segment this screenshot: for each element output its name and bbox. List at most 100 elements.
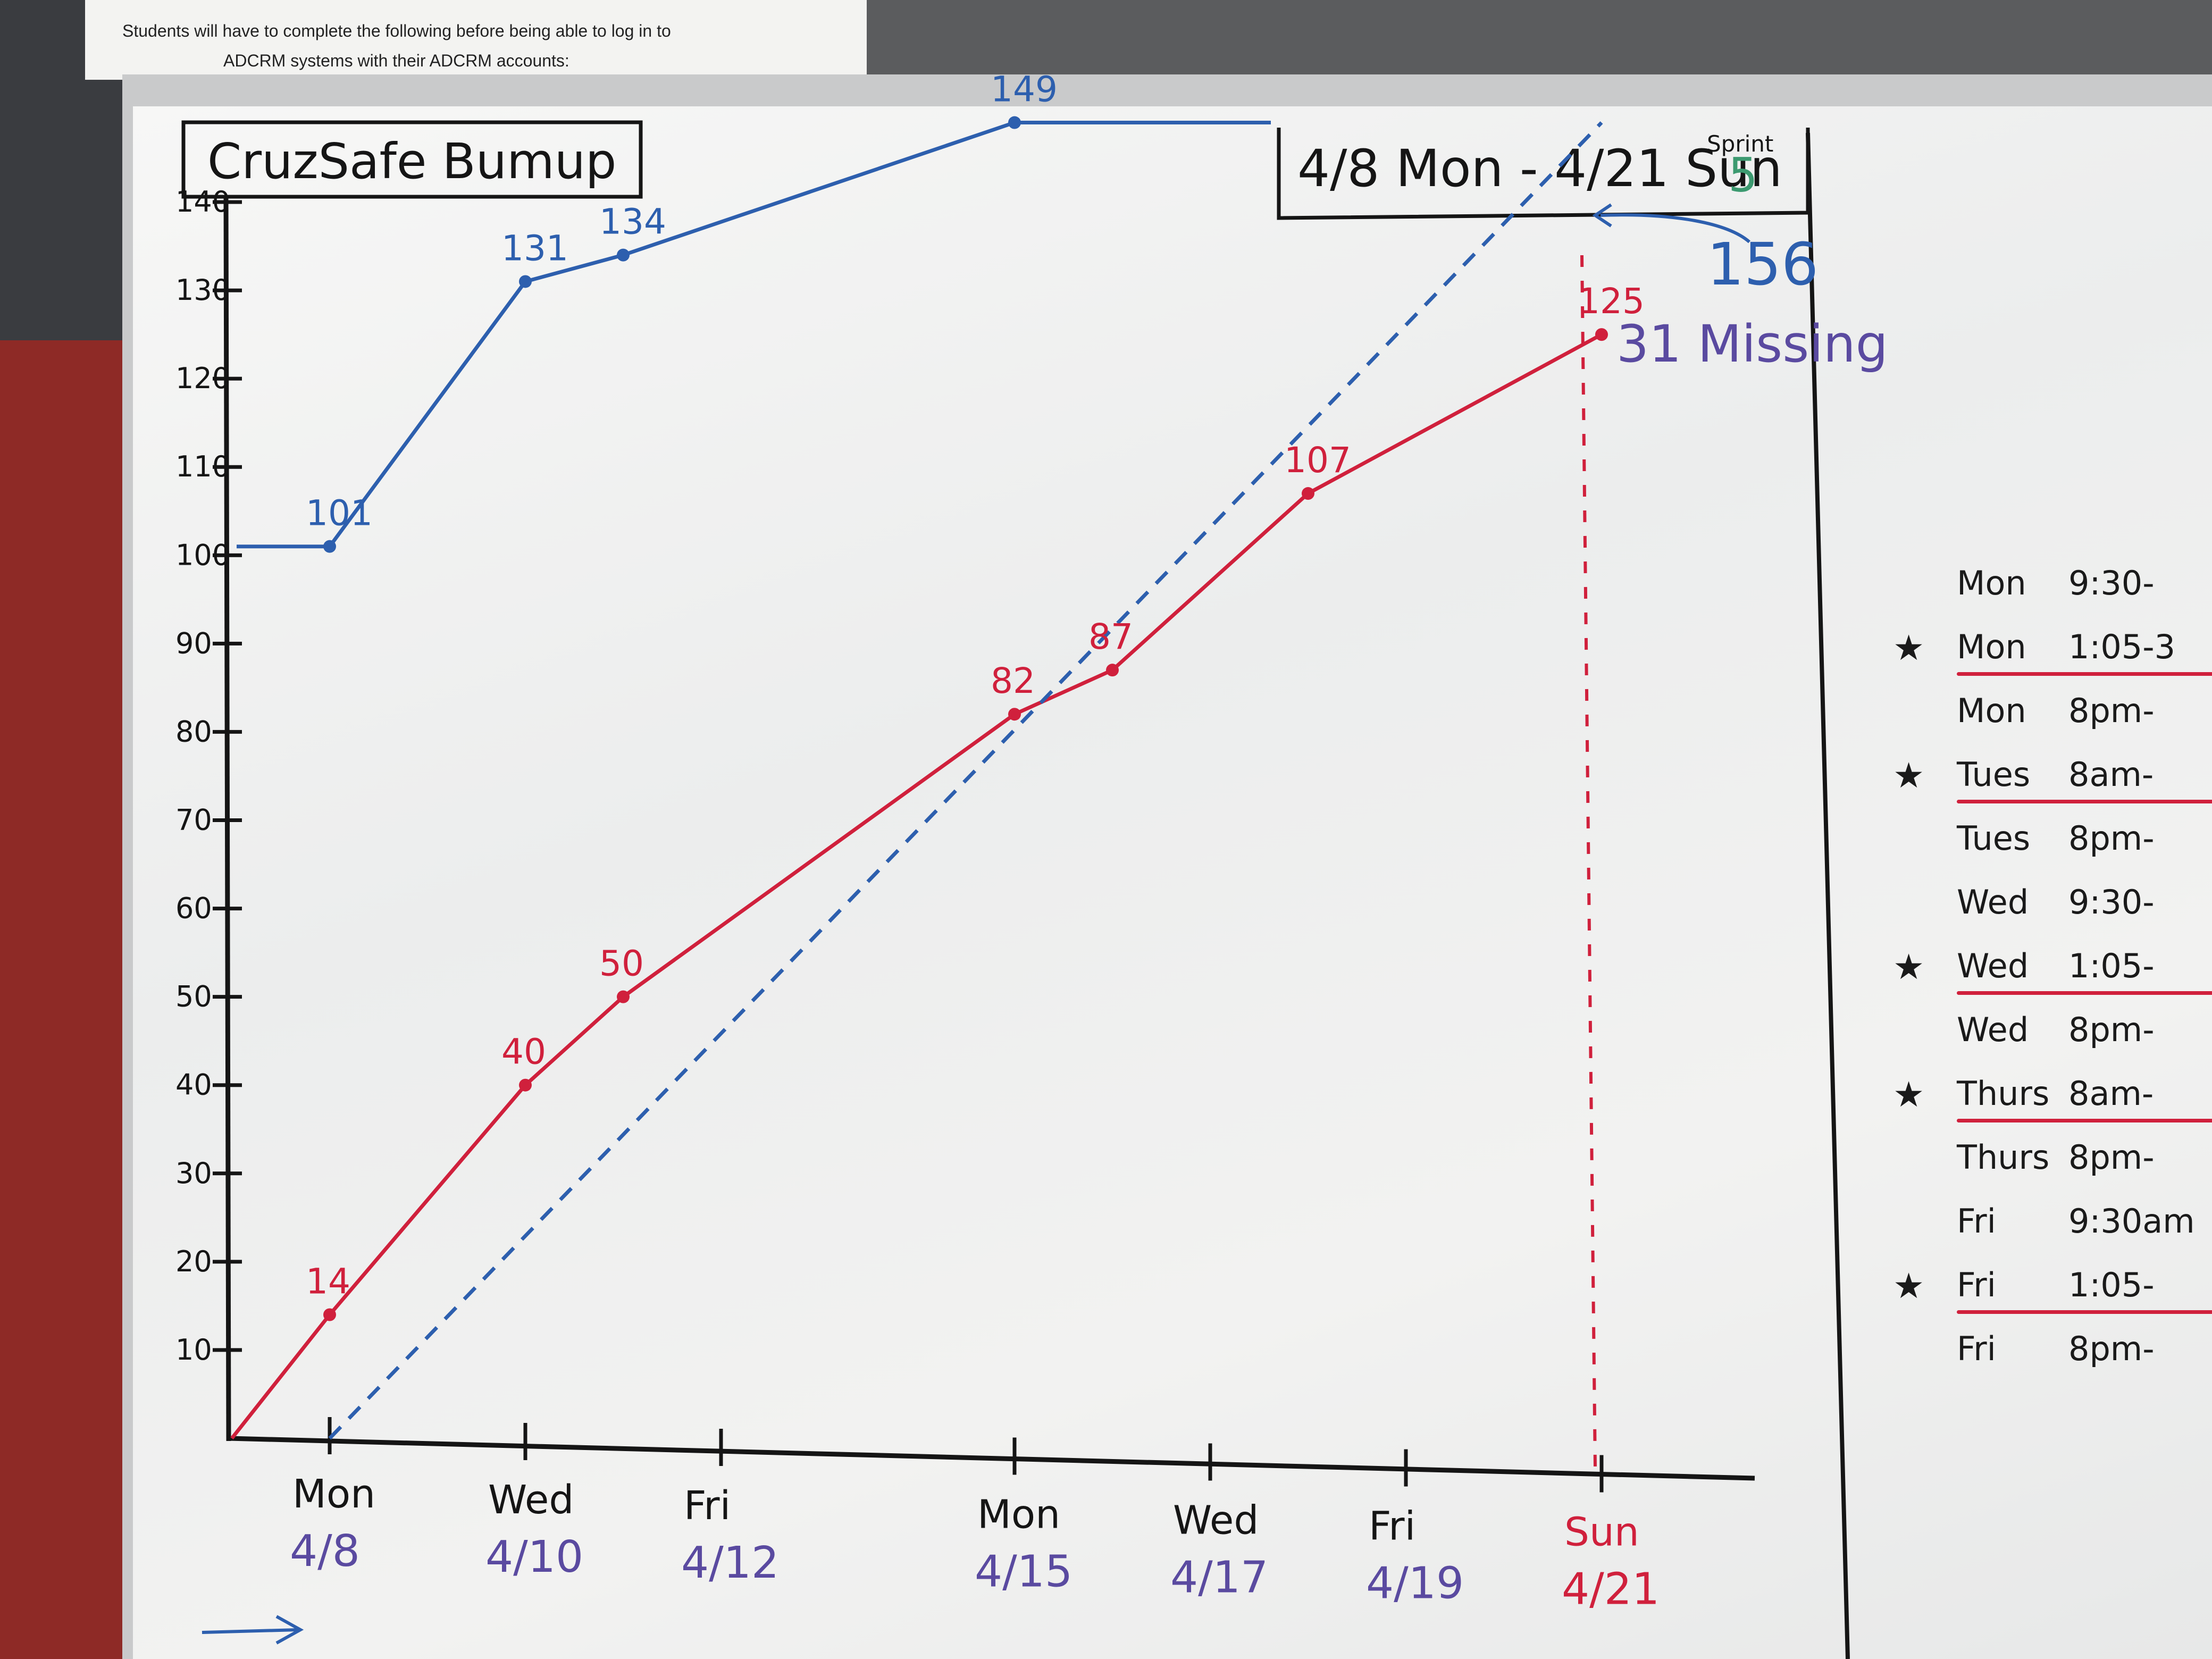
y-tick-label: 40 <box>175 1068 212 1102</box>
data-label: 134 <box>599 202 666 242</box>
schedule-row: Mon 9:30- <box>1893 553 2212 617</box>
x-tick-day: Fri <box>684 1483 731 1529</box>
schedule-time: 8pm- <box>2068 1010 2155 1049</box>
schedule-time: 1:05- <box>2068 946 2155 985</box>
schedule-row: Mon 8pm- <box>1893 681 2212 744</box>
sprint-end-line <box>1580 255 1597 1468</box>
y-tick-labels: 10 20 30 40 50 60 70 80 90 100 110 120 130 140 <box>175 185 242 1367</box>
series-line-ideal <box>328 121 1603 1440</box>
star-icon: ★ <box>1893 627 1925 668</box>
schedule-day: Wed <box>1957 1010 2029 1049</box>
schedule-underline <box>1957 991 2212 995</box>
arrow-annotation <box>1600 213 1750 244</box>
x-tick-day: Sun <box>1564 1510 1639 1555</box>
schedule-row: ★ Wed 1:05- <box>1893 936 2212 1000</box>
schedule-day: Mon <box>1957 691 2026 730</box>
schedule-day: Mon <box>1957 564 2026 602</box>
schedule-row: ★ Thurs 8am- <box>1893 1063 2212 1127</box>
data-point <box>1106 664 1119 677</box>
schedule-day: Wed <box>1957 946 2029 985</box>
schedule-time: 8am- <box>2068 1074 2154 1113</box>
notice-line-1: Students will have to complete the follo… <box>122 21 671 40</box>
data-label: 101 <box>306 493 373 534</box>
schedule-time: 8pm- <box>2068 819 2155 858</box>
data-label: 131 <box>501 228 568 269</box>
data-label: 50 <box>599 943 644 984</box>
schedule-row: Wed 9:30- <box>1893 872 2212 936</box>
title-box <box>181 120 643 199</box>
data-point <box>617 248 630 262</box>
x-tick-date: 4/12 <box>681 1538 779 1588</box>
x-tick-day: Mon <box>292 1471 375 1517</box>
y-tick-label: 140 <box>175 185 230 219</box>
wall-background <box>867 0 2212 80</box>
x-tick-date: 4/19 <box>1366 1559 1464 1609</box>
data-point <box>1595 328 1608 341</box>
schedule-day: Fri <box>1957 1202 1996 1241</box>
schedule-day: Tues <box>1957 755 2031 794</box>
schedule-day: Thurs <box>1957 1138 2050 1177</box>
x-tick-day: Wed <box>1173 1498 1259 1544</box>
data-point <box>1008 116 1021 129</box>
schedule-time: 1:05- <box>2068 1266 2155 1304</box>
schedule-row: ★ Tues 8am- <box>1893 744 2212 808</box>
schedule-time: 9:30am <box>2068 1202 2195 1241</box>
star-icon: ★ <box>1893 1074 1925 1115</box>
sprint-label: Sprint <box>1707 131 1773 157</box>
y-tick-label: 100 <box>175 538 230 572</box>
board-title: CruzSafe Bumup <box>207 133 616 190</box>
data-point <box>519 1078 532 1092</box>
schedule-underline <box>1957 672 2212 676</box>
schedule-time: 1:05-3 <box>2068 627 2176 666</box>
x-tick-day: Fri <box>1369 1504 1415 1549</box>
y-tick-label: 10 <box>175 1333 212 1367</box>
y-tick-label: 60 <box>175 892 212 925</box>
data-label: 87 <box>1088 616 1133 657</box>
schedule-underline <box>1957 1310 2212 1314</box>
data-label: 107 <box>1284 440 1351 481</box>
schedule-time: 8am- <box>2068 755 2154 794</box>
y-tick-label: 20 <box>175 1245 212 1278</box>
y-tick-label: 120 <box>175 362 230 395</box>
schedule-day: Mon <box>1957 627 2026 666</box>
schedule-time: 8pm- <box>2068 1329 2155 1368</box>
data-point <box>323 540 336 553</box>
y-tick-label: 90 <box>175 626 212 660</box>
schedule-day: Tues <box>1957 819 2031 858</box>
y-tick-label: 80 <box>175 715 212 748</box>
x-tick-date: 4/17 <box>1170 1553 1268 1603</box>
schedule-day: Wed <box>1957 883 2029 921</box>
x-axis <box>228 1436 1755 1481</box>
x-tick-day: Wed <box>488 1477 574 1523</box>
data-point <box>1302 487 1314 500</box>
data-label: 40 <box>501 1032 546 1073</box>
notice-line-2: ADCRM systems with their ADCRM accounts: <box>223 51 569 70</box>
x-tick-date: 4/8 <box>290 1526 360 1577</box>
data-point <box>519 275 532 288</box>
x-tick-labels: Mon 4/8 Wed 4/10 Fri 4/12 Mon 4/15 Wed 4/17 Fri 4/1… <box>290 1417 1660 1615</box>
data-point <box>323 1308 336 1321</box>
y-tick-label: 110 <box>175 450 230 483</box>
red-locker <box>0 340 125 1659</box>
y-tick-label: 130 <box>175 273 230 307</box>
point-labels: 101 131 134 149 14 40 50 82 87 107 125 <box>306 69 1645 1302</box>
y-tick-label: 70 <box>175 803 212 837</box>
schedule-time: 9:30- <box>2068 564 2155 602</box>
schedule-day: Fri <box>1957 1266 1996 1304</box>
schedule-time: 8pm- <box>2068 691 2155 730</box>
whiteboard-surface <box>133 106 2212 1659</box>
arrow-head <box>1592 203 1612 228</box>
total-annotation: 156 <box>1707 230 1819 298</box>
printed-notice: Students will have to complete the follo… <box>85 0 867 80</box>
bottom-arrow <box>202 1615 304 1645</box>
schedule-row: Wed 8pm- <box>1893 1000 2212 1063</box>
divider-line <box>1806 132 1850 1659</box>
schedule-row: Fri 8pm- <box>1893 1319 2212 1382</box>
y-tick-label: 50 <box>175 980 212 1013</box>
schedule-row: ★ Mon 1:05-3 <box>1893 617 2212 681</box>
x-tick-day: Mon <box>977 1492 1060 1538</box>
schedule-day: Fri <box>1957 1329 1996 1368</box>
data-label: 82 <box>991 660 1035 701</box>
